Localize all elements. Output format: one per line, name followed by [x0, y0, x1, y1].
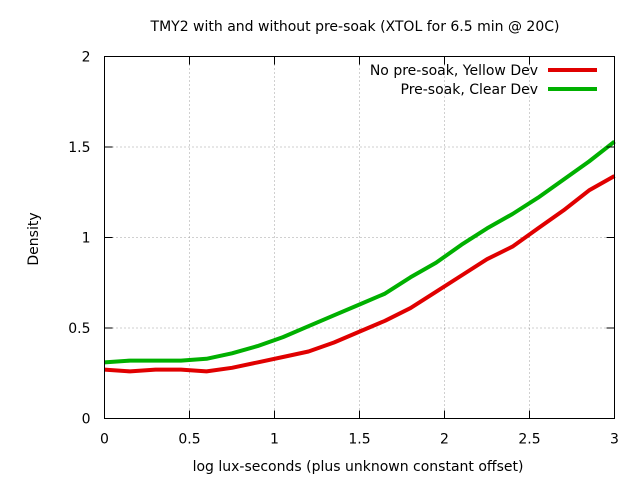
x-tick-label: 0	[100, 432, 109, 448]
x-axis-label: log lux-seconds (plus unknown constant o…	[193, 459, 524, 475]
x-tick-label: 1.5	[348, 432, 370, 448]
legend-label-2: Pre-soak, Clear Dev	[401, 82, 539, 98]
axis-ticks	[104, 56, 615, 419]
x-tick-label: 2	[440, 432, 449, 448]
y-tick-label: 0.5	[68, 321, 90, 337]
plot-series	[104, 140, 616, 374]
y-tick-label: 2	[82, 50, 91, 66]
legend: No pre-soak, Yellow Dev Pre-soak, Clear D…	[370, 63, 597, 98]
y-axis-tick-labels: 0 0.5 1 1.5 2	[68, 50, 90, 428]
y-tick-label: 1.5	[68, 140, 90, 156]
grid	[104, 56, 615, 419]
series-line-1	[104, 174, 616, 374]
y-axis-label: Density	[26, 212, 42, 265]
x-tick-label: 1	[270, 432, 279, 448]
legend-label-1: No pre-soak, Yellow Dev	[370, 63, 538, 79]
x-axis-tick-labels: 0 0.5 1 1.5 2 2.5 3	[100, 432, 619, 448]
series-line-2	[104, 140, 616, 365]
x-tick-label: 0.5	[178, 432, 200, 448]
y-tick-label: 0	[82, 412, 91, 428]
x-tick-label: 3	[610, 432, 619, 448]
chart-title: TMY2 with and without pre-soak (XTOL for…	[150, 19, 560, 35]
y-tick-label: 1	[82, 231, 91, 247]
x-tick-label: 2.5	[518, 432, 540, 448]
